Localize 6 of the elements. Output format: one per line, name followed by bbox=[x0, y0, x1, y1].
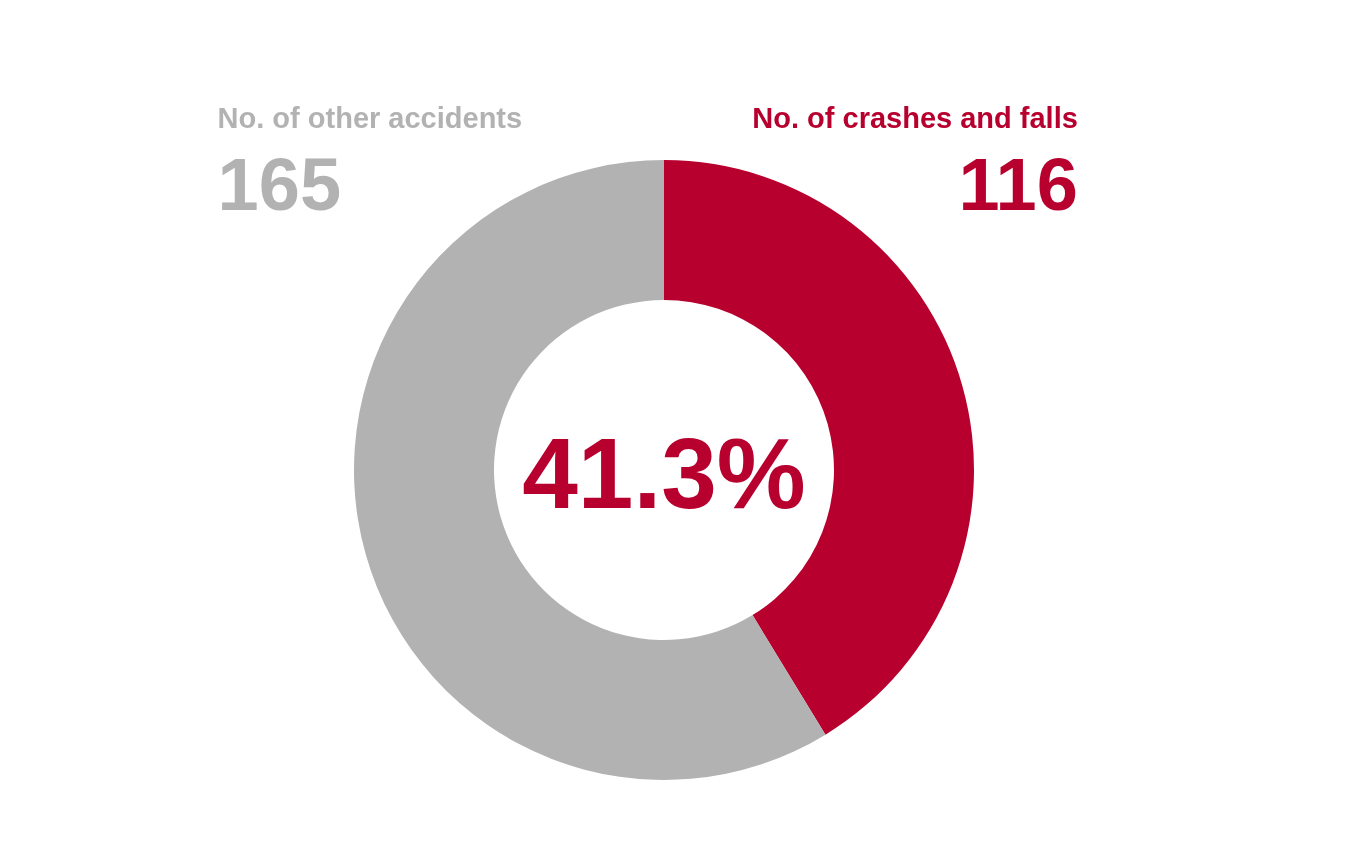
data-label: 165 bbox=[217, 143, 342, 226]
donut-slice bbox=[354, 160, 826, 780]
data-label: 116 bbox=[958, 143, 1078, 226]
slice-label: No. of other accidents bbox=[217, 102, 523, 134]
text: 41.3% bbox=[522, 417, 806, 529]
slice-label: No. of crashes and falls bbox=[752, 102, 1078, 134]
